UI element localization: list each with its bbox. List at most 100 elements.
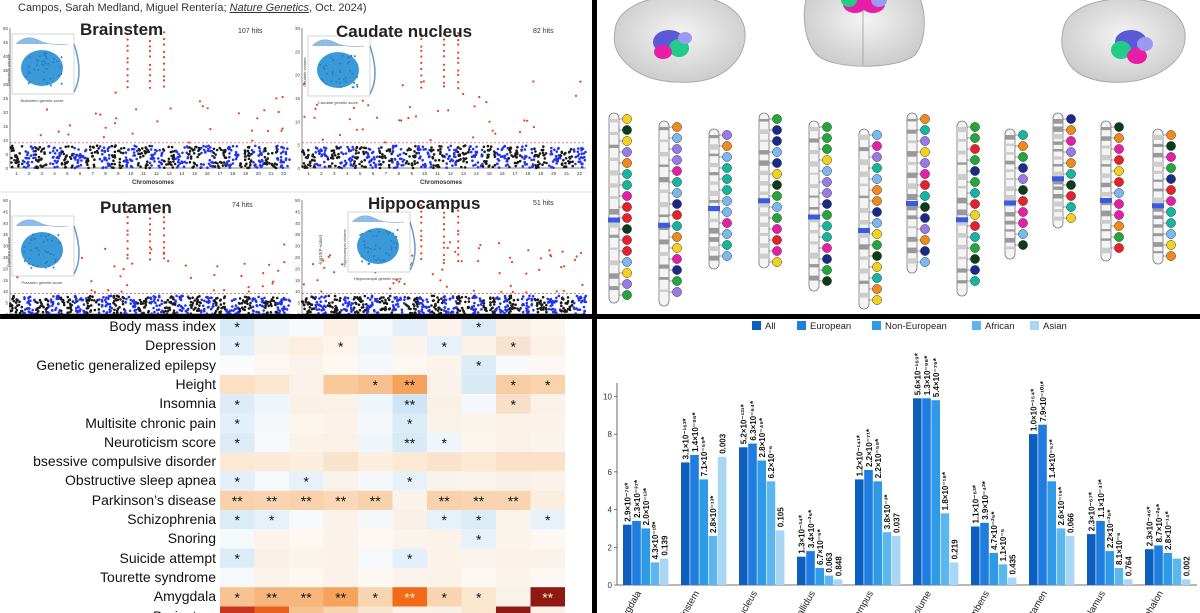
heatmap-significance: ** (473, 493, 484, 509)
heatmap-cell (392, 432, 427, 453)
heatmap-cell (254, 394, 289, 414)
heatmap-cell (530, 587, 565, 607)
legend-swatch (972, 321, 981, 330)
heatmap-row-label: Snoring (167, 530, 216, 547)
bar-pvalue-label: 1.1×10⁻⁴³* (1097, 478, 1106, 518)
legend-swatch (752, 321, 761, 330)
heatmap-cell (461, 432, 496, 453)
heatmap-cell (323, 567, 358, 588)
bar-pvalue-label: 1.1×10⁻⁶³* (972, 484, 981, 523)
manhattan-chromosome-tick: 22 (577, 171, 583, 176)
heatmap-cell (392, 413, 427, 433)
heatmap-significance: * (235, 474, 241, 490)
heatmap-cell (461, 319, 496, 337)
bar-pvalue-label: 2.3×10⁻³⁷* (633, 479, 642, 518)
brain-top-view (803, 0, 925, 67)
heatmap-cell (530, 606, 565, 613)
heatmap-cell (254, 452, 289, 472)
manhattan-hits-hippocampus: 51 hits (533, 200, 554, 207)
heatmap-cell (461, 548, 496, 568)
bar-african-6 (940, 513, 950, 585)
heatmap-cell (323, 452, 358, 472)
manhattan-ytick: 5 (297, 143, 300, 148)
manhattan-chromosome-tick: 9 (410, 171, 413, 176)
journal-name: Nature Genetics (229, 2, 310, 14)
inset-scatter-plot: Putamen genetic score Putamen volume (6, 215, 80, 285)
bar-non-european-4 (815, 568, 824, 585)
x-category-label: mbens (968, 589, 992, 613)
heatmap-cell (530, 413, 565, 433)
bar-pvalue-label: 0.848 (834, 556, 843, 577)
heatmap-cell (289, 510, 324, 530)
bar-european-6 (922, 398, 931, 585)
bar-pvalue-label: 1.3×10⁻⁹⁸* (923, 355, 932, 395)
heatmap-significance: ** (266, 589, 277, 605)
heatmap-cell (496, 567, 531, 588)
heatmap-significance: ** (404, 377, 415, 393)
heatmap-cell (358, 413, 393, 433)
manhattan-ytick: 0 (297, 312, 300, 314)
inset-scatter-plot: Caudate genetic score Caudate volume (302, 35, 376, 105)
legend-label: European (810, 321, 851, 332)
heatmap-cell (427, 548, 462, 568)
heatmap-cell (289, 336, 324, 356)
manhattan-chromosome-tick: 14 (474, 171, 480, 176)
bar-non-european-3 (757, 460, 766, 585)
heatmap-cell (427, 394, 462, 414)
heatmap-cell (254, 413, 289, 433)
bar-all-3 (739, 447, 748, 585)
chromosome-11 (1100, 120, 1124, 262)
bar-african-8 (1056, 528, 1066, 585)
heatmap-cell (220, 394, 255, 414)
heatmap-cell (392, 548, 427, 568)
heatmap-cell (496, 336, 531, 356)
manhattan-title-putamen: Putamen (100, 198, 172, 217)
heatmap-significance: * (235, 551, 241, 567)
heatmap-cell (358, 394, 393, 414)
bar-pvalue-label: 2.8×10⁻¹⁴* (1164, 510, 1173, 550)
heatmap-significance: * (235, 435, 241, 451)
bar-asian-10 (1181, 579, 1191, 585)
manhattan-chromosome-tick: 12 (154, 171, 160, 176)
manhattan-chromosome-tick: 4 (346, 171, 349, 176)
heatmap-cell (496, 529, 531, 549)
bar-african-4 (824, 575, 834, 585)
manhattan-chromosome-tick: 14 (179, 171, 185, 176)
heatmap-cell (427, 413, 462, 433)
heatmap-cell (427, 374, 462, 395)
bar-pvalue-label: 1.1×10⁻⁵ (999, 528, 1008, 561)
heatmap-cell (289, 587, 324, 607)
inset-ylabel: Brainstem volume (6, 53, 11, 86)
manhattan-chromosome-tick: 21 (268, 171, 274, 176)
heatmap-row-label: Tourette syndrome (100, 568, 216, 585)
heatmap-row-labels: Body mass index Depression Genetic general… (0, 319, 216, 613)
legend-label: African (985, 321, 1015, 332)
heatmap-cell (496, 587, 531, 607)
heatmap-significance: * (373, 377, 379, 393)
manhattan-chromosome-tick: 16 (205, 171, 211, 176)
manhattan-ytick: 30 (295, 26, 301, 31)
bar-pvalue-label: 3.8×10⁻³* (883, 494, 892, 530)
heatmap-cell (461, 606, 496, 613)
heatmap-cell (530, 510, 565, 530)
manhattan-chromosome-tick: 8 (104, 171, 107, 176)
heatmap-cell (392, 336, 427, 356)
heatmap-cell (461, 490, 496, 510)
heatmap-cell (427, 529, 462, 549)
bar-pvalue-label: 0.764 (1124, 556, 1133, 577)
bar-pvalue-label: 2.8×10⁻⁴⁶* (758, 417, 767, 458)
manhattan-chromosome-tick: 16 (500, 171, 506, 176)
heatmap-row-label: Neuroticism score (103, 433, 216, 450)
heatmap-cell (323, 548, 358, 568)
manhattan-plot-3: 0 5 10 15 20 25 30 35 40 45 50 Putamen genetic scor… (3, 198, 292, 314)
bar-pvalue-label: 1.8×10⁻¹⁸* (941, 471, 950, 510)
inset-scatter-plot: Hippocampal genetic score Hippocampal vol… (342, 211, 416, 281)
manhattan-xlabel-caudate: Chromosomes (420, 180, 463, 186)
bar-pvalue-label: 2.8×10⁻¹³* (709, 495, 718, 533)
bar-pvalue-label: 1.2×10⁻¹⁴¹* (856, 434, 865, 476)
heatmap-cell (461, 471, 496, 491)
bar-pvalue-label: 2.2×10⁻⁵⁹* (874, 438, 883, 478)
heatmap-cell (254, 510, 289, 530)
heatmap-cell (392, 567, 427, 588)
heatmap-cell (220, 548, 255, 568)
